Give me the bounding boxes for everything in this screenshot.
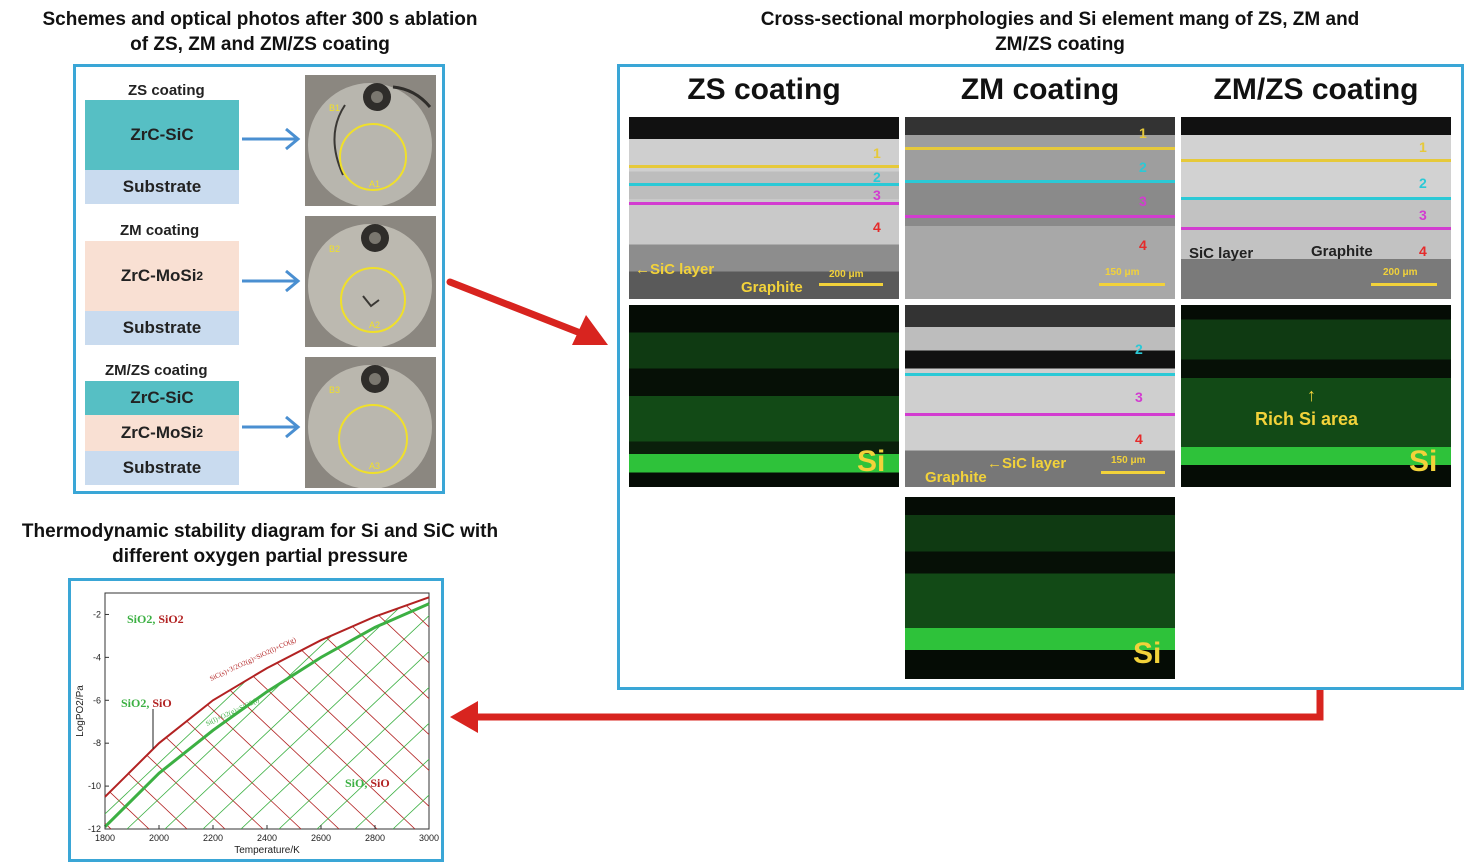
y-tick-label-2: -6 (93, 695, 101, 705)
zs-layer-substrate: Substrate (85, 170, 239, 204)
col-title-zmzs: ZM/ZS coating (1213, 73, 1419, 106)
thermo-chart: 1800 2000 2200 2400 2600 2800 3000 -2 -4 -6 -8 -10 -… (75, 592, 439, 856)
x-tick-label-1: 2000 (149, 833, 169, 843)
photo-zm: B2 A2 (305, 216, 436, 348)
x-tick-label-0: 1800 (95, 833, 115, 843)
zmzs-coating-label: ZM/ZS coating (105, 362, 208, 379)
zs-graphite: Graphite (741, 279, 803, 296)
photo-zs-b-label: B1 (329, 103, 340, 113)
thermo-panel: 1800 2000 2200 2400 2600 2800 3000 -2 -4 -6 -8 -10 -… (68, 578, 444, 862)
photo-zm-a-label: A2 (369, 320, 380, 330)
series-line-1 (103, 602, 430, 828)
red-arrow-head-2 (450, 701, 478, 733)
x-tick-label-6: 3000 (419, 833, 439, 843)
zmzs-num-2: 2 (1419, 175, 1427, 191)
x-tick-label-4: 2600 (311, 833, 331, 843)
scheme-arrows (242, 127, 301, 439)
zs-num-1: 1 (873, 145, 881, 161)
photo-zs: B1 A1 (305, 75, 436, 207)
zmzs-num-4: 4 (1419, 243, 1427, 259)
zm-coating-label: ZM coating (120, 222, 200, 239)
x-tick-label-2: 2200 (203, 833, 223, 843)
x-tick-label-3: 2400 (257, 833, 277, 843)
zm-num-4: 4 (1139, 237, 1147, 253)
photo-zmzs: B3 A3 (305, 357, 436, 489)
cross-section-title: Cross-sectional morphologies and Si elem… (760, 9, 1360, 55)
si-map-zm: Si (905, 497, 1175, 679)
region-label-1: SiO2, SiO (121, 696, 172, 710)
zm-num-3: 3 (1139, 193, 1147, 209)
zs-num-3: 3 (873, 187, 881, 203)
zs-sic-layer: ←SiC layer (635, 261, 715, 278)
zmzs-sic-layer: SiC layer (1189, 245, 1254, 262)
y-tick-label-3: -8 (93, 738, 101, 748)
zm-scale-text-2: 150 μm (1111, 455, 1146, 466)
thermo-title: Thermodynamic stability diagram for Si a… (21, 521, 499, 567)
y-tick-label-4: -10 (88, 781, 101, 791)
y-tick-label-5: -12 (88, 824, 101, 834)
schemes-title: Schemes and optical photos after 300 s a… (42, 9, 478, 55)
red-arrow-head-1 (572, 315, 608, 345)
zmzs-layer-zrc-sic: ZrC-SiC (85, 381, 239, 415)
col-title-zm: ZM coating (960, 73, 1120, 106)
zmzs-layer-substrate: Substrate (85, 451, 239, 485)
zm-sic-layer: ←SiC layer (987, 455, 1067, 472)
zm-num-1: 1 (1139, 125, 1147, 141)
si-map-zs: Si (629, 305, 899, 487)
zmzs-rich-si-arrow: ↑ (1307, 385, 1316, 405)
zm2-num-3: 3 (1135, 389, 1143, 405)
x-axis-label: Temperature/K (234, 845, 300, 856)
photo-zmzs-a-label: A3 (369, 461, 380, 471)
zm-si-label: Si (1133, 637, 1162, 670)
zs-scale-text: 200 μm (829, 269, 864, 280)
photo-zmzs-b-label: B3 (329, 385, 340, 395)
photo-zm-b-label: B2 (329, 244, 340, 254)
schemes-panel: ZS coating ZrC-SiC Substrate ZM coating … (73, 64, 445, 494)
zm-layer-substrate: Substrate (85, 311, 239, 345)
zmzs-si-label: Si (1409, 445, 1438, 478)
photo-zs-a-label: A1 (369, 179, 380, 189)
zmzs-num-1: 1 (1419, 139, 1427, 155)
region-label-0: SiO2, SiO2 (127, 612, 184, 626)
zmzs-scale-text: 200 μm (1383, 267, 1418, 278)
zm-num-2: 2 (1139, 159, 1147, 175)
zm2-num-4: 4 (1135, 431, 1143, 447)
plot-frame (104, 592, 430, 830)
zm-scale-text: 150 μm (1105, 267, 1140, 278)
zmzs-scale-bar (1371, 283, 1437, 286)
zm-scale-bar-2 (1101, 471, 1165, 474)
zmzs-num-3: 3 (1419, 207, 1427, 223)
zs-scale-bar (819, 283, 883, 286)
zm-layer-zrc-mosi2: ZrC-MoSi 2 (85, 241, 239, 311)
y-tick-label-0: -2 (93, 609, 101, 619)
hatch-region (105, 597, 429, 829)
sem-zm-2: 2 3 4 ←SiC layer Graphite 150 μm (905, 305, 1175, 487)
y-tick-label-1: -4 (93, 652, 101, 662)
sem-zs: 1 2 3 4 ←SiC layer Graphite 200 μm (629, 117, 899, 299)
col-title-zs: ZS coating (687, 73, 841, 106)
zs-num-4: 4 (873, 219, 881, 235)
sem-zm: 1 2 3 4 150 μm (905, 117, 1175, 299)
y-axis-label: LogPO2/Pa (75, 685, 86, 737)
zm-scale-bar (1099, 283, 1165, 286)
cross-section-panel: ZS coating ZM coating ZM/ZS coating 1 2 … (617, 64, 1464, 690)
series-line-0 (104, 596, 430, 798)
zmzs-layer-zrc-mosi2: ZrC-MoSi 2 (85, 415, 239, 451)
zs-layer-zrc-sic: ZrC-SiC (85, 100, 239, 170)
sem-zmzs: 1 2 3 4 SiC layer Graphite 200 μm (1181, 117, 1451, 299)
x-tick-label-5: 2800 (365, 833, 385, 843)
zs-num-2: 2 (873, 169, 881, 185)
zmzs-graphite: Graphite (1311, 243, 1373, 260)
zm-graphite: Graphite (925, 469, 987, 486)
zm2-num-2: 2 (1135, 341, 1143, 357)
zs-si-label: Si (857, 445, 886, 478)
si-map-zmzs: ↑ Rich Si area Si (1181, 305, 1451, 487)
region-label-2: SiO, SiO (345, 776, 390, 790)
zmzs-rich-si: Rich Si area (1255, 409, 1359, 429)
zs-coating-label: ZS coating (128, 82, 205, 99)
